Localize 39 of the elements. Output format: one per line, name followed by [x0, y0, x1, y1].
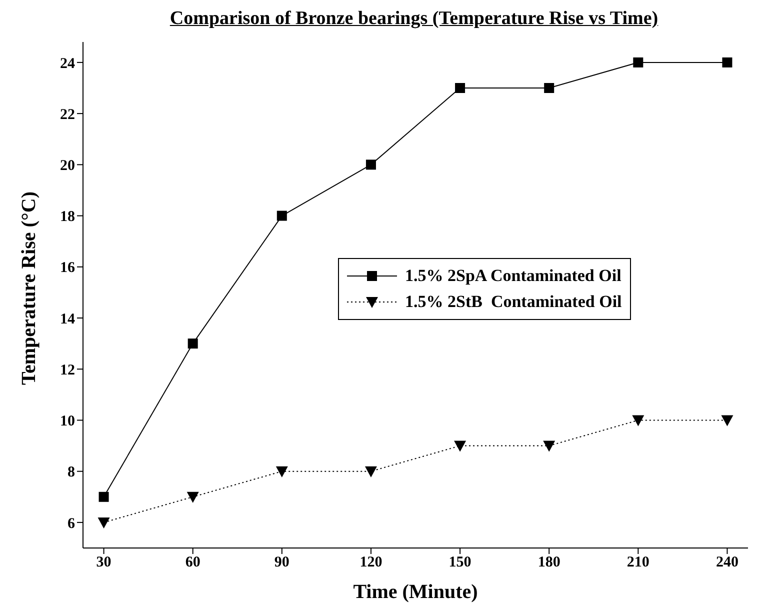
- point: [455, 83, 466, 93]
- y-tick-label: 14: [60, 311, 76, 328]
- legend-label: 1.5% 2StB Contaminated Oil: [405, 291, 622, 313]
- y-tick-label: 12: [60, 362, 75, 378]
- y-tick-label: 6: [68, 516, 76, 532]
- point: [364, 466, 377, 478]
- x-tick-label: 90: [274, 554, 290, 571]
- y-tick-label: 24: [60, 56, 76, 72]
- point: [721, 415, 734, 426]
- x-axis-title: Time (Minute): [353, 581, 478, 603]
- point: [98, 517, 110, 528]
- point: [633, 57, 644, 68]
- x-tick-label: 240: [716, 554, 738, 571]
- legend-label: 1.5% 2SpA Contaminated Oil: [405, 265, 622, 287]
- x-tick-label: 180: [538, 554, 560, 571]
- x-tick-label: 30: [96, 554, 112, 571]
- y-tick-label: 22: [60, 106, 75, 123]
- y-tick-label: 16: [60, 260, 76, 276]
- point: [186, 492, 199, 503]
- point: [543, 440, 556, 452]
- point: [188, 338, 198, 349]
- x-tick-label: 150: [448, 554, 472, 571]
- point: [98, 492, 109, 502]
- point: [366, 160, 376, 170]
- y-axis-title: Temperature Rise (°C): [18, 191, 40, 385]
- point: [276, 466, 288, 478]
- point: [454, 440, 466, 452]
- point: [722, 57, 732, 68]
- chart-title: Comparison of Bronze bearings (Temperature Rise vs Time): [168, 8, 660, 31]
- y-tick-label: 18: [60, 209, 75, 226]
- x-tick-label: 60: [185, 554, 200, 571]
- point: [544, 83, 554, 93]
- point: [276, 210, 287, 221]
- x-tick-label: 210: [626, 554, 650, 571]
- point: [632, 415, 644, 426]
- x-tick-label: 120: [360, 554, 382, 571]
- y-tick-label: 20: [60, 158, 75, 174]
- y-tick-label: 10: [60, 414, 75, 430]
- y-tick-label: 8: [68, 464, 75, 481]
